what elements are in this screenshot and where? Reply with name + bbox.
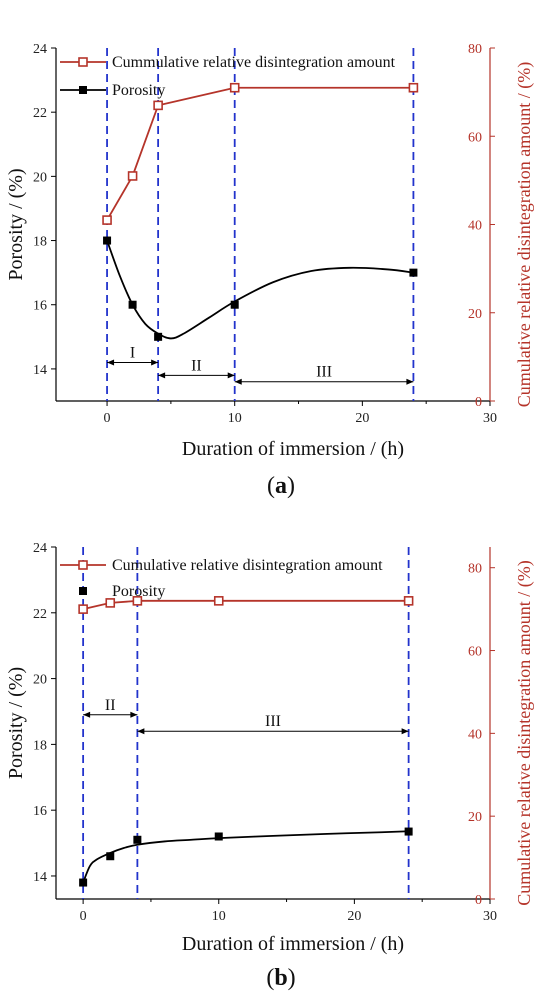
stage-label: II <box>105 697 116 714</box>
disintegration-point <box>153 100 163 111</box>
y-tick-label: 16 <box>33 299 47 314</box>
legend-label: Cummulative relative disintegration amou… <box>112 54 396 71</box>
disintegration-point <box>105 598 116 608</box>
y-right-axis-title: Cumulative relative disintegration amoun… <box>514 560 535 905</box>
x-tick-label: 0 <box>104 411 111 426</box>
disintegration-point <box>127 171 138 181</box>
y-right-tick-label: 0 <box>475 893 482 908</box>
y-right-tick-label: 60 <box>468 130 482 145</box>
y-tick-label: 22 <box>33 607 47 622</box>
y-tick-label: 22 <box>33 106 47 121</box>
y-right-tick-label: 80 <box>468 562 482 577</box>
y-tick-label: 24 <box>33 541 47 556</box>
stage-arrowhead <box>151 359 159 366</box>
y-right-tick-label: 60 <box>468 645 482 660</box>
stage-arrowhead <box>83 711 91 718</box>
y-right-tick-label: 0 <box>475 395 482 410</box>
legend-marker <box>78 560 88 570</box>
y-right-tick-label: 40 <box>468 219 482 234</box>
panel-b: 0 10 20 30 14 16 18 20 22 24 0 20 40 60 80 Duration of … <box>5 541 535 991</box>
stage-arrowhead <box>234 378 242 385</box>
legend-label: Porosity <box>112 82 165 99</box>
stage-arrowhead <box>137 728 145 735</box>
disintegration-line <box>82 599 409 610</box>
y-tick-label: 16 <box>33 804 47 819</box>
legend-marker <box>79 587 87 595</box>
disintegration-point <box>229 82 240 93</box>
y-tick-label: 24 <box>33 42 47 57</box>
y-axis-title: Porosity / (%) <box>5 168 27 280</box>
y-right-tick-label: 40 <box>468 727 482 742</box>
x-tick-label: 20 <box>355 411 369 426</box>
disintegration-point <box>132 596 143 606</box>
stage-arrowhead <box>107 359 115 366</box>
disintegration-point <box>403 596 414 606</box>
y-tick-label: 18 <box>33 738 47 753</box>
porosity-point <box>214 832 223 841</box>
stage-arrowhead <box>401 728 409 735</box>
legend-label: Cumulative relative disintegration amoun… <box>112 557 383 574</box>
stage-label: II <box>191 357 202 374</box>
stage-arrowhead <box>406 378 414 385</box>
stage-arrowhead <box>227 372 235 379</box>
disintegration-line <box>106 86 414 221</box>
x-axis-title: Duration of immersion / (h) <box>182 933 404 955</box>
y-tick-label: 14 <box>33 363 47 378</box>
x-axis-title: Duration of immersion / (h) <box>182 438 404 460</box>
porosity-point <box>230 300 239 309</box>
y-right-axis-title: Cumulative relative disintegration amoun… <box>514 62 535 407</box>
porosity-point <box>154 332 163 341</box>
legend-label: Porosity <box>112 583 165 600</box>
porosity-point <box>106 852 115 861</box>
porosity-point <box>128 300 137 309</box>
porosity-point <box>133 835 142 844</box>
porosity-point <box>404 827 413 836</box>
y-right-tick-label: 20 <box>468 810 482 825</box>
x-tick-label: 20 <box>347 909 361 924</box>
disintegration-point <box>213 596 224 606</box>
x-tick-label: 30 <box>483 909 497 924</box>
y-tick-label: 18 <box>33 235 47 250</box>
y-tick-label: 20 <box>33 673 47 688</box>
porosity-fit-curve <box>106 240 414 340</box>
porosity-point <box>409 268 418 277</box>
stage-arrowhead <box>158 372 166 379</box>
y-tick-label: 20 <box>33 170 47 185</box>
legend-marker <box>79 86 87 94</box>
x-tick-label: 10 <box>212 909 226 924</box>
y-axis-title: Porosity / (%) <box>5 667 27 779</box>
x-tick-label: 30 <box>483 411 497 426</box>
porosity-fit-curve <box>82 830 409 883</box>
stage-label: III <box>265 713 281 730</box>
disintegration-point <box>78 604 88 614</box>
stage-label: I <box>130 344 135 361</box>
porosity-point <box>103 236 112 245</box>
x-tick-label: 10 <box>228 411 242 426</box>
disintegration-point <box>408 82 419 93</box>
disintegration-point <box>102 215 112 225</box>
x-tick-label: 0 <box>80 909 87 924</box>
legend-marker <box>78 57 88 67</box>
y-tick-label: 14 <box>33 870 47 885</box>
y-right-tick-label: 80 <box>468 42 482 57</box>
y-right-tick-label: 20 <box>468 307 482 322</box>
stage-label: III <box>316 364 332 381</box>
panel-label: (a) <box>267 473 295 499</box>
panel-label: (b) <box>266 965 295 991</box>
panel-a: 0 10 20 30 14 16 18 20 22 24 0 20 40 60 80 Duration of … <box>5 42 535 499</box>
porosity-point <box>79 878 88 887</box>
stage-arrowhead <box>130 711 138 718</box>
